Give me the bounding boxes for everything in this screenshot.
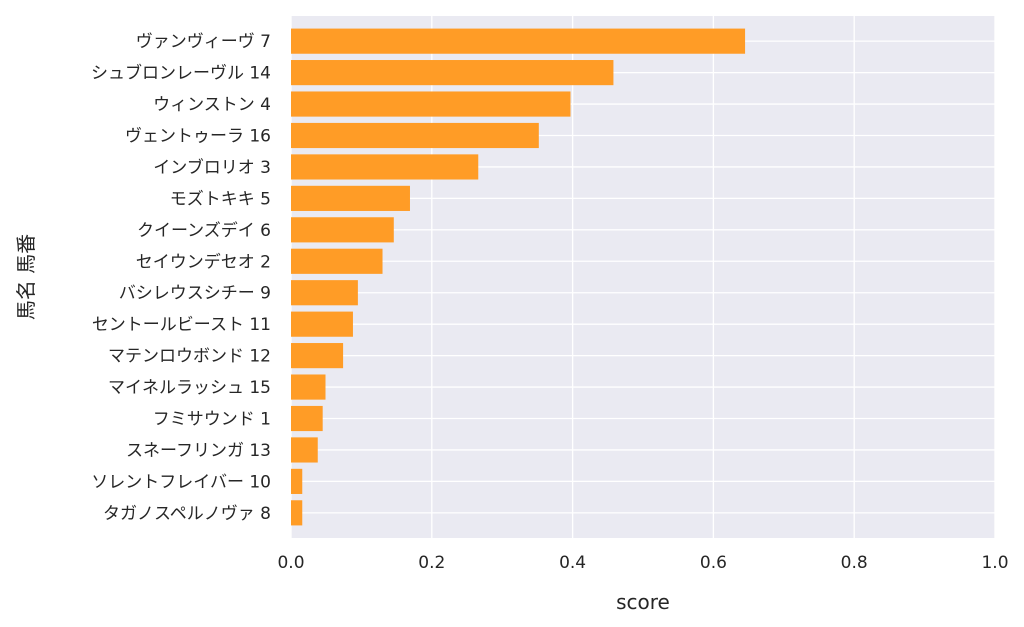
y-tick-label: モズトキキ 5 bbox=[170, 189, 271, 209]
y-tick-label: インブロリオ 3 bbox=[153, 157, 271, 178]
bars bbox=[291, 28, 746, 526]
y-tick-label: ヴェントゥーラ 16 bbox=[125, 126, 271, 146]
x-tick-label: 1.0 bbox=[981, 553, 1008, 573]
bar bbox=[291, 122, 539, 149]
y-tick-label: スネーフリンガ 13 bbox=[126, 441, 271, 461]
bar bbox=[291, 60, 614, 86]
x-tick-label: 0.6 bbox=[700, 553, 727, 573]
y-tick-label: ウィンストン 4 bbox=[153, 95, 271, 115]
bar bbox=[291, 248, 383, 274]
y-tick-label: フミサウンド 1 bbox=[153, 410, 271, 430]
y-tick-label: マイネルラッシュ 15 bbox=[108, 378, 271, 398]
bar bbox=[291, 311, 353, 337]
x-tick-labels: 0.0 0.2 0.4 0.6 0.8 1.0 bbox=[277, 553, 1008, 573]
x-axis-label: score bbox=[616, 590, 670, 614]
bar bbox=[291, 91, 571, 117]
y-tick-label: マテンロウボンド 12 bbox=[108, 347, 271, 367]
y-tick-label: シュブロンレーヴル 14 bbox=[91, 63, 271, 84]
y-tick-labels: ヴァンヴィーヴ 7 シュブロンレーヴル 14 ウィンストン 4 ヴェントゥーラ 16 イ… bbox=[91, 32, 271, 524]
bar bbox=[291, 343, 344, 369]
bar bbox=[291, 28, 746, 54]
bar bbox=[291, 405, 323, 432]
bar bbox=[291, 437, 318, 463]
y-axis-label: 馬名 馬番 bbox=[14, 234, 38, 320]
y-tick-label: タガノスペルノヴァ 8 bbox=[103, 504, 271, 524]
bar bbox=[291, 468, 303, 494]
bar bbox=[291, 280, 358, 306]
y-tick-label: クイーンズデイ 6 bbox=[137, 220, 271, 241]
bar bbox=[291, 217, 394, 243]
y-tick-label: ソレントフレイバー 10 bbox=[91, 472, 271, 492]
x-tick-label: 0.4 bbox=[559, 553, 586, 573]
bar bbox=[291, 374, 326, 400]
bar bbox=[291, 185, 410, 211]
x-tick-label: 0.0 bbox=[277, 553, 304, 573]
bar bbox=[291, 500, 303, 526]
y-tick-label: セイウンデセオ 2 bbox=[136, 251, 271, 272]
y-tick-label: バシレウスシチー 9 bbox=[119, 284, 271, 304]
bar bbox=[291, 154, 479, 180]
x-tick-label: 0.2 bbox=[418, 553, 445, 573]
x-tick-label: 0.8 bbox=[841, 553, 868, 573]
y-tick-label: セントールビースト 11 bbox=[92, 315, 271, 335]
y-tick-label: ヴァンヴィーヴ 7 bbox=[136, 32, 271, 52]
